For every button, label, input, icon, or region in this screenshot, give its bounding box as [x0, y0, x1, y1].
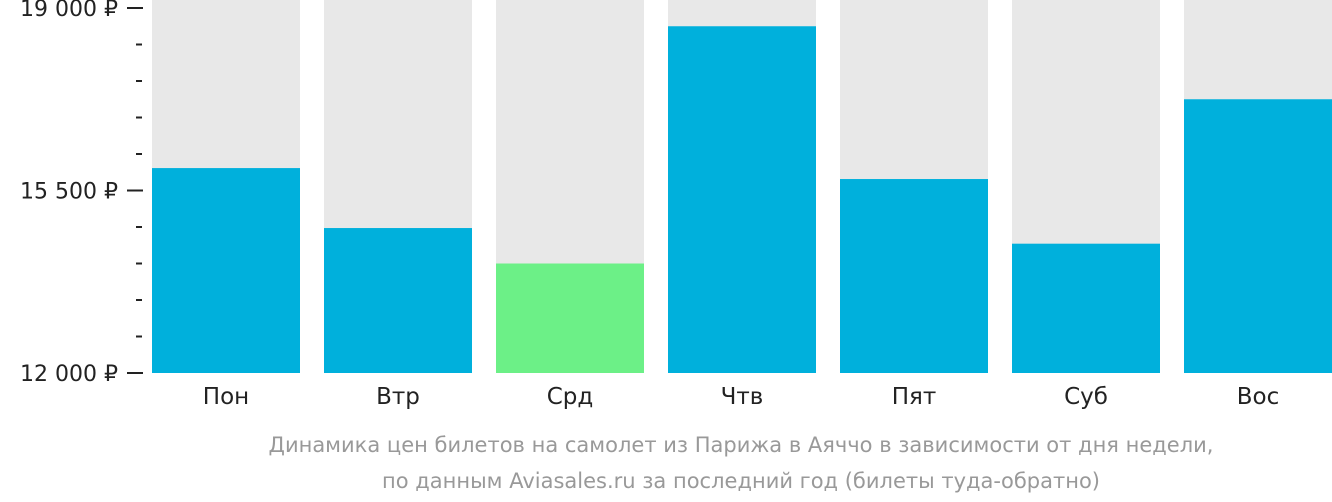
- x-tick-label: Вос: [1237, 384, 1280, 410]
- bar-7[interactable]: [1184, 99, 1332, 373]
- bar-6[interactable]: [1012, 243, 1160, 373]
- x-tick-label: Срд: [547, 384, 594, 410]
- caption-line-1: Динамика цен билетов на самолет из Париж…: [269, 433, 1214, 457]
- y-axis: 19 000 ₽ 15 500 ₽ 12 000 ₽: [20, 0, 143, 387]
- bar-1[interactable]: [152, 168, 300, 373]
- x-tick-label: Втр: [376, 384, 420, 410]
- x-tick-label: Чтв: [721, 384, 764, 410]
- y-tick-label: 15 500 ₽: [20, 180, 118, 205]
- caption-line-2: по данным Aviasales.ru за последний год …: [382, 469, 1100, 493]
- bar-2[interactable]: [324, 228, 472, 373]
- x-tick-label: Пон: [203, 384, 249, 410]
- bar-3[interactable]: [496, 263, 644, 374]
- y-tick-label: 12 000 ₽: [20, 362, 118, 387]
- x-axis-labels: Пон Втр Срд Чтв Пят Суб Вос: [203, 384, 1279, 410]
- bars: [152, 26, 1332, 373]
- y-tick-label: 19 000 ₽: [20, 0, 118, 22]
- x-tick-label: Пят: [892, 384, 937, 410]
- bar-5[interactable]: [840, 179, 988, 373]
- chart-caption: Динамика цен билетов на самолет из Париж…: [269, 433, 1214, 493]
- bar-4[interactable]: [668, 26, 816, 373]
- x-tick-label: Суб: [1064, 384, 1108, 410]
